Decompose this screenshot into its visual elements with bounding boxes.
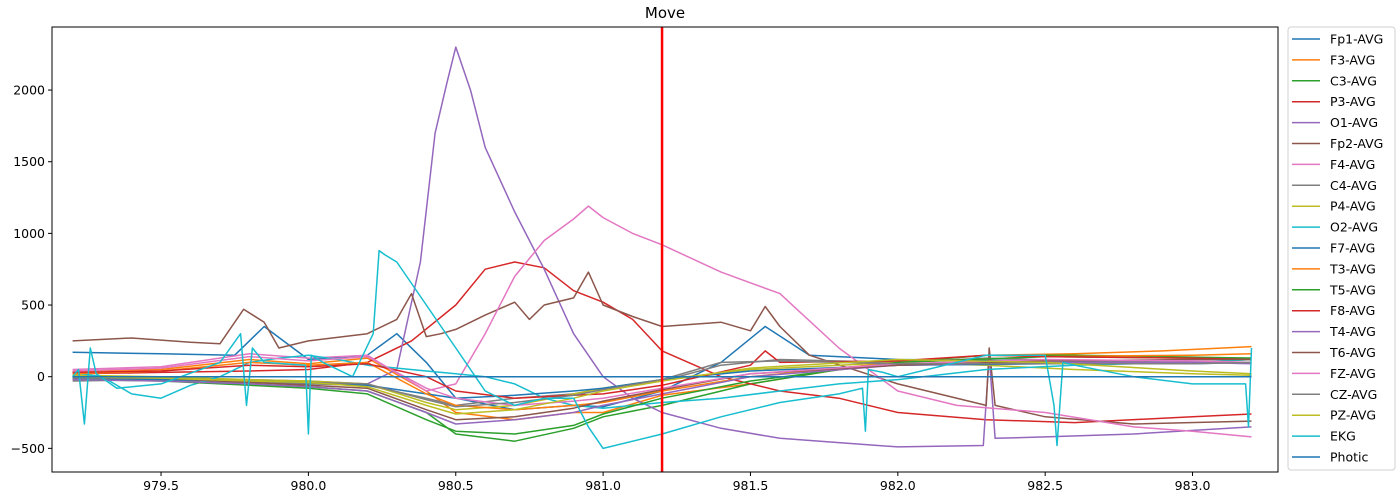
legend-label: Fp1-AVG xyxy=(1330,32,1383,47)
legend-label: T5-AVG xyxy=(1329,282,1376,297)
x-tick-label: 982.0 xyxy=(880,478,916,493)
legend-label: F4-AVG xyxy=(1330,157,1375,172)
legend-frame xyxy=(1287,26,1396,471)
legend: Fp1-AVG F3-AVG C3-AVG P3-AVG O1-AVG Fp2-AVG F4… xyxy=(1287,26,1396,471)
legend-label: O1-AVG xyxy=(1330,115,1378,130)
legend-label: F7-AVG xyxy=(1330,241,1375,256)
series-line-pz-avg xyxy=(72,358,1252,415)
y-axis: −500 0 500 1000 1500 2000 xyxy=(11,83,52,456)
legend-label: C3-AVG xyxy=(1330,73,1377,88)
legend-label: F8-AVG xyxy=(1330,303,1375,318)
series-line-fp2-avg xyxy=(72,271,1252,425)
legend-label: P4-AVG xyxy=(1330,199,1376,214)
y-tick-label: 500 xyxy=(21,298,45,313)
legend-label: Photic xyxy=(1330,450,1368,465)
legend-label: O2-AVG xyxy=(1330,220,1378,235)
y-tick-label: −500 xyxy=(11,441,45,456)
chart-title: Move xyxy=(645,4,685,22)
x-tick-label: 980.0 xyxy=(291,478,327,493)
legend-label: T6-AVG xyxy=(1329,345,1376,360)
legend-label: EKG xyxy=(1330,429,1356,444)
legend-label: T3-AVG xyxy=(1329,261,1376,276)
y-tick-label: 0 xyxy=(37,369,45,384)
series-layer xyxy=(72,46,1253,450)
legend-label: P3-AVG xyxy=(1330,94,1376,109)
legend-label: F3-AVG xyxy=(1330,52,1375,67)
legend-label: PZ-AVG xyxy=(1330,408,1376,423)
legend-label: C4-AVG xyxy=(1330,178,1377,193)
y-tick-label: 1500 xyxy=(13,154,45,169)
legend-label: CZ-AVG xyxy=(1330,387,1377,402)
x-tick-label: 983.0 xyxy=(1175,478,1211,493)
series-line-ekg xyxy=(72,249,1253,450)
plot-frame xyxy=(51,26,1279,473)
x-tick-label: 979.5 xyxy=(143,478,179,493)
series-line-f4-avg xyxy=(72,205,1252,438)
y-tick-label: 2000 xyxy=(13,83,45,98)
legend-label: FZ-AVG xyxy=(1330,366,1376,381)
x-tick-label: 981.0 xyxy=(585,478,621,493)
legend-items: Fp1-AVG F3-AVG C3-AVG P3-AVG O1-AVG Fp2-AVG F4… xyxy=(1292,32,1383,465)
series-line-p4-avg xyxy=(72,361,1252,411)
plot-area xyxy=(51,26,1279,473)
x-tick-label: 981.5 xyxy=(733,478,769,493)
x-tick-label: 980.5 xyxy=(438,478,474,493)
x-tick-label: 982.5 xyxy=(1027,478,1063,493)
legend-label: Fp2-AVG xyxy=(1330,136,1383,151)
y-tick-label: 1000 xyxy=(13,226,45,241)
x-axis: 979.5 980.0 980.5 981.0 981.5 982.0 982.5 983.0 xyxy=(143,472,1210,493)
legend-label: T4-AVG xyxy=(1329,324,1376,339)
